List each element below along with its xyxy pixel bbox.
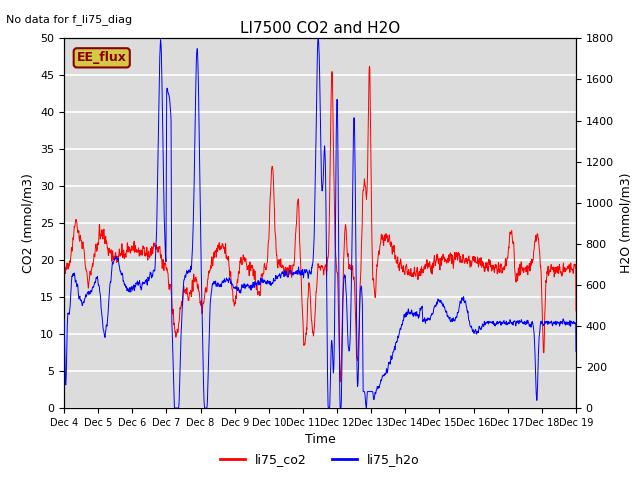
Y-axis label: CO2 (mmol/m3): CO2 (mmol/m3) bbox=[22, 173, 35, 273]
Legend: li75_co2, li75_h2o: li75_co2, li75_h2o bbox=[215, 448, 425, 471]
Text: EE_flux: EE_flux bbox=[77, 51, 127, 64]
Y-axis label: H2O (mmol/m3): H2O (mmol/m3) bbox=[620, 173, 632, 274]
Text: No data for f_li75_diag: No data for f_li75_diag bbox=[6, 14, 132, 25]
X-axis label: Time: Time bbox=[305, 433, 335, 446]
Title: LI7500 CO2 and H2O: LI7500 CO2 and H2O bbox=[240, 21, 400, 36]
